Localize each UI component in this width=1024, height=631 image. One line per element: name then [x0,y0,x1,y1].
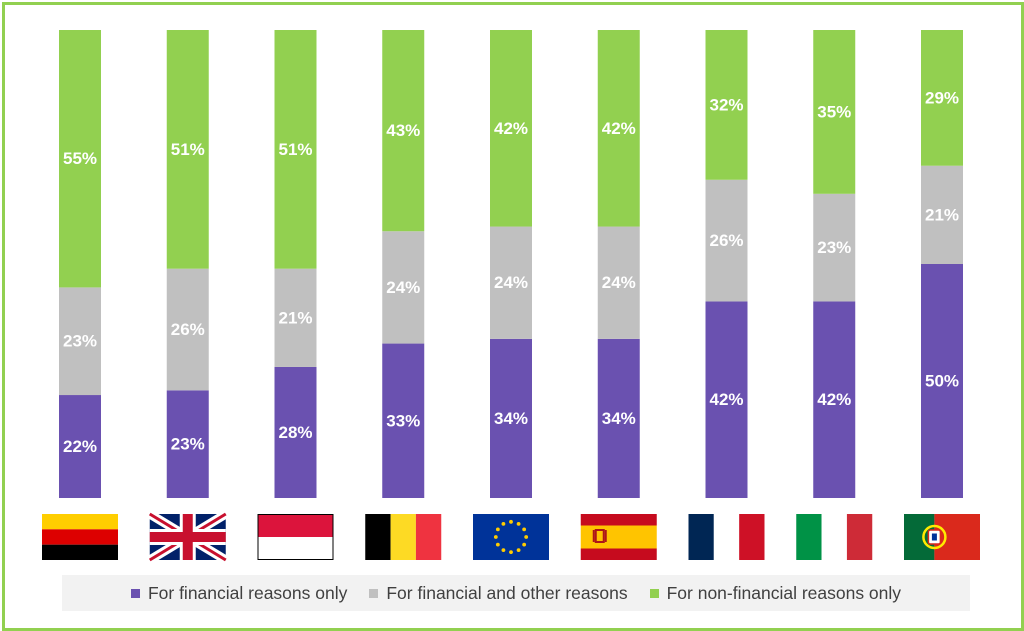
data-label-financial: 28% [278,423,312,442]
bar-segment-financial-and-other [274,268,317,367]
legend-item-financial: For financial reasons only [130,582,348,604]
legend-label-non-financial: For non-financial reasons only [666,582,902,603]
bar-segment-financial-and-other [166,268,209,391]
bar-segment-financial-and-other [921,165,963,264]
flag-united-kingdom-icon [147,510,229,564]
stacked-bar-chart: 22% 23% 55% 23% 26% 51% 28% 21% 51% 33% 24% 43% 34% 2… [42,30,980,564]
bar-segment-financial-and-other [382,231,425,344]
bar-segment-financial [274,366,317,498]
data-label-financial: 50% [925,372,959,391]
bar-segment-financial-and-other [813,193,856,302]
bar-segment-financial [921,264,963,498]
bar-segment-non-financial [166,30,209,269]
data-label-financial-and-other: 24% [386,278,420,297]
bar-segment-financial [490,338,532,498]
legend-swatch-non-financial [649,588,659,598]
flag-germany-icon [42,514,118,560]
data-label-non-financial: 42% [602,119,636,138]
bar-segment-non-financial [382,30,425,232]
data-label-financial-and-other: 23% [63,332,97,351]
flag-indonesia-icon [257,514,334,560]
data-label-financial: 33% [386,411,420,430]
flag-france-icon [688,514,765,560]
bar-segment-financial [705,301,748,498]
flag-belgium-icon [365,514,442,560]
data-label-financial-and-other: 21% [278,308,312,327]
bar-segment-non-financial [274,30,317,269]
flag-portugal-icon [904,514,980,560]
bar-segment-non-financial [59,30,101,288]
bar-segment-non-financial [490,30,532,227]
data-label-non-financial: 51% [278,140,312,159]
data-label-non-financial: 42% [494,119,528,138]
bar-segment-financial [166,390,209,498]
legend-item-financial-and-other: For financial and other reasons [369,582,628,604]
flag-spain-icon [580,514,657,560]
bar-segment-non-financial [597,30,640,227]
legend: For financial reasons only For financial… [62,575,970,611]
data-label-financial: 22% [63,437,97,456]
flags-layer [42,510,980,564]
data-label-financial: 34% [494,409,528,428]
legend-label-financial-and-other: For financial and other reasons [386,582,628,603]
legend-label-financial: For financial reasons only [147,582,348,603]
data-label-financial: 23% [171,435,205,454]
flag-european-union-icon [473,514,549,560]
data-label-non-financial: 29% [925,88,959,107]
bar-segment-financial [813,301,856,498]
data-label-financial-and-other: 24% [494,273,528,292]
bar-segment-financial-and-other [597,226,640,339]
bars-layer: 22% 23% 55% 23% 26% 51% 28% 21% 51% 33% 24% 43% 34% 2… [59,30,963,498]
data-label-non-financial: 51% [171,140,205,159]
data-label-non-financial: 55% [63,149,97,168]
bar-segment-non-financial [705,30,748,180]
bar-segment-financial [597,338,640,498]
legend-swatch-financial-and-other [369,588,379,598]
bar-segment-financial-and-other [59,287,101,396]
data-label-financial-and-other: 26% [171,320,205,339]
flag-italy-icon [796,514,873,560]
data-label-non-financial: 35% [817,102,851,121]
data-label-financial: 42% [709,390,743,409]
legend-item-non-financial: For non-financial reasons only [649,582,902,604]
data-label-financial: 34% [602,409,636,428]
data-label-financial: 42% [817,390,851,409]
data-label-financial-and-other: 24% [602,273,636,292]
legend-swatch-financial [130,588,140,598]
bar-segment-financial [59,395,101,498]
bar-segment-non-financial [921,30,963,166]
bar-segment-financial [382,343,425,498]
bar-segment-financial-and-other [490,226,532,339]
data-label-financial-and-other: 21% [925,205,959,224]
data-label-financial-and-other: 23% [817,238,851,257]
bar-segment-non-financial [813,30,856,194]
data-label-financial-and-other: 26% [709,231,743,250]
data-label-non-financial: 32% [709,95,743,114]
bar-segment-financial-and-other [705,179,748,302]
data-label-non-financial: 43% [386,121,420,140]
